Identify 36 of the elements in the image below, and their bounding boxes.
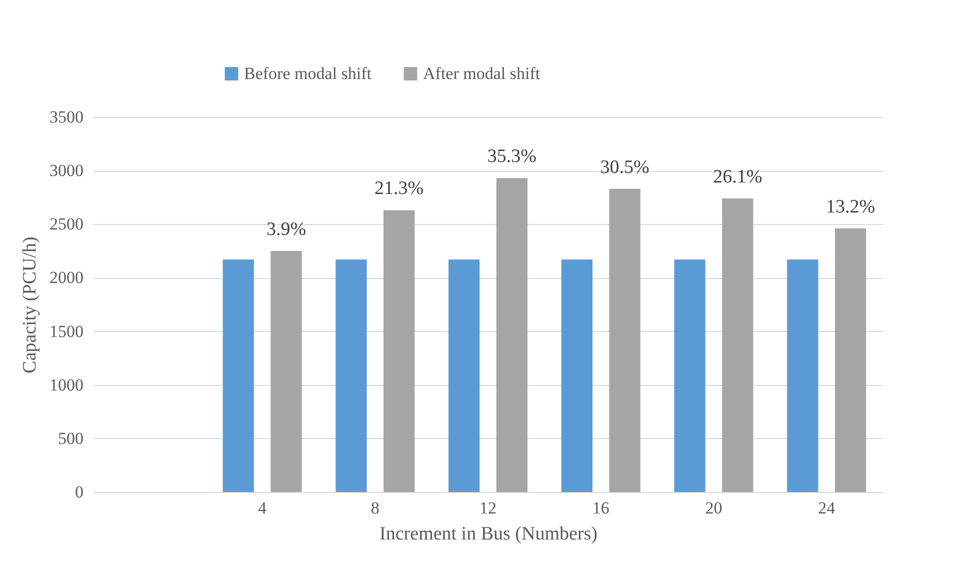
bar xyxy=(448,260,480,492)
x-tick-label: 4 xyxy=(258,498,268,518)
annotation: 13.2% xyxy=(826,196,876,218)
bar xyxy=(722,198,754,492)
y-tick-label: 2500 xyxy=(50,214,84,234)
bar xyxy=(384,210,415,492)
annotation: 35.3% xyxy=(487,146,537,168)
y-tick-label: 1000 xyxy=(50,375,84,394)
x-tick-label: 20 xyxy=(705,498,722,518)
annotation: 3.9% xyxy=(266,218,306,240)
y-axis-title: Capacity (PCU/h) xyxy=(20,236,40,374)
y-tick-label: 3000 xyxy=(50,161,84,180)
legend-label: After modal shift xyxy=(423,64,540,83)
y-tick-label: 0 xyxy=(75,482,84,502)
bar xyxy=(561,260,592,492)
bar xyxy=(222,260,254,492)
y-tick-label: 3500 xyxy=(50,108,84,126)
annotation: 21.3% xyxy=(374,178,424,200)
bar xyxy=(787,260,818,492)
bar xyxy=(496,178,528,492)
bar xyxy=(336,260,367,492)
x-tick-label: 12 xyxy=(480,498,496,518)
y-tick-label: 2000 xyxy=(50,268,84,288)
y-tick-label: 1500 xyxy=(50,322,84,341)
annotation: 26.1% xyxy=(713,166,762,188)
x-axis-title: Increment in Bus (Numbers) xyxy=(380,524,598,544)
x-tick-label: 8 xyxy=(370,498,380,518)
y-tick-label: 500 xyxy=(58,428,84,448)
legend-label: Before modal shift xyxy=(244,64,372,83)
annotation: 30.5% xyxy=(600,156,650,178)
x-tick-label: 24 xyxy=(818,498,836,518)
bar xyxy=(609,188,640,492)
bar xyxy=(834,228,866,492)
x-tick-label: 16 xyxy=(592,498,610,518)
bar xyxy=(270,250,302,492)
bar xyxy=(674,260,706,492)
